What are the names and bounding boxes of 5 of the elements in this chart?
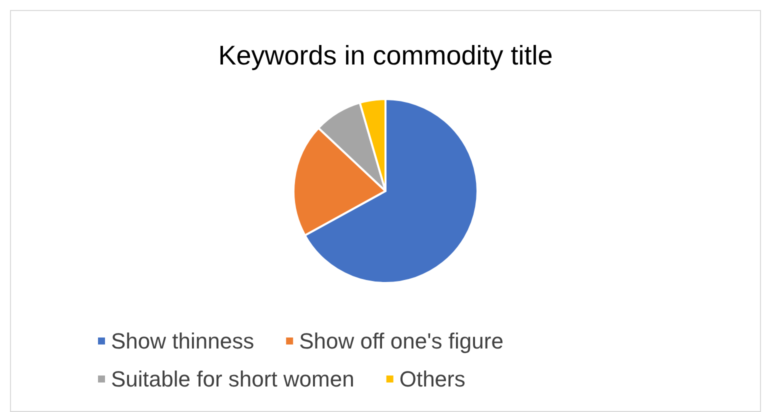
legend-label: Show thinness bbox=[111, 328, 254, 354]
legend-label: Others bbox=[399, 366, 466, 392]
legend-label: Suitable for short women bbox=[111, 366, 354, 392]
chart-title: Keywords in commodity title bbox=[218, 40, 553, 70]
legend-label: Show off one's figure bbox=[299, 328, 504, 354]
